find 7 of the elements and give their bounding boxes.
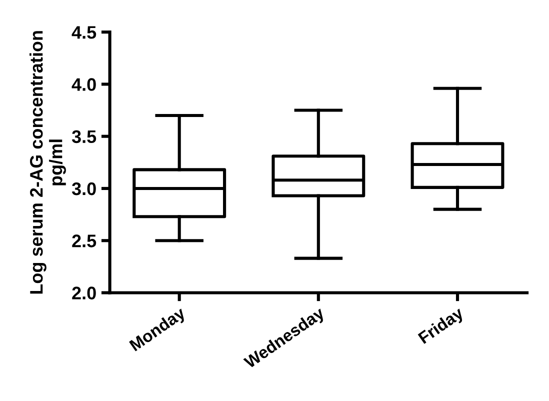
y-tick-label: 3.0 [72,182,96,196]
y-tick-label: 4.0 [72,78,96,91]
y-tick-label: 2.0 [72,286,96,300]
y-axis-title: Log serum 2-AG concentration pg/ml [30,31,66,294]
y-tick-label: 2.5 [72,234,96,248]
y-tick-label: 3.5 [72,130,96,144]
y-tick-label: 4.5 [72,26,96,39]
